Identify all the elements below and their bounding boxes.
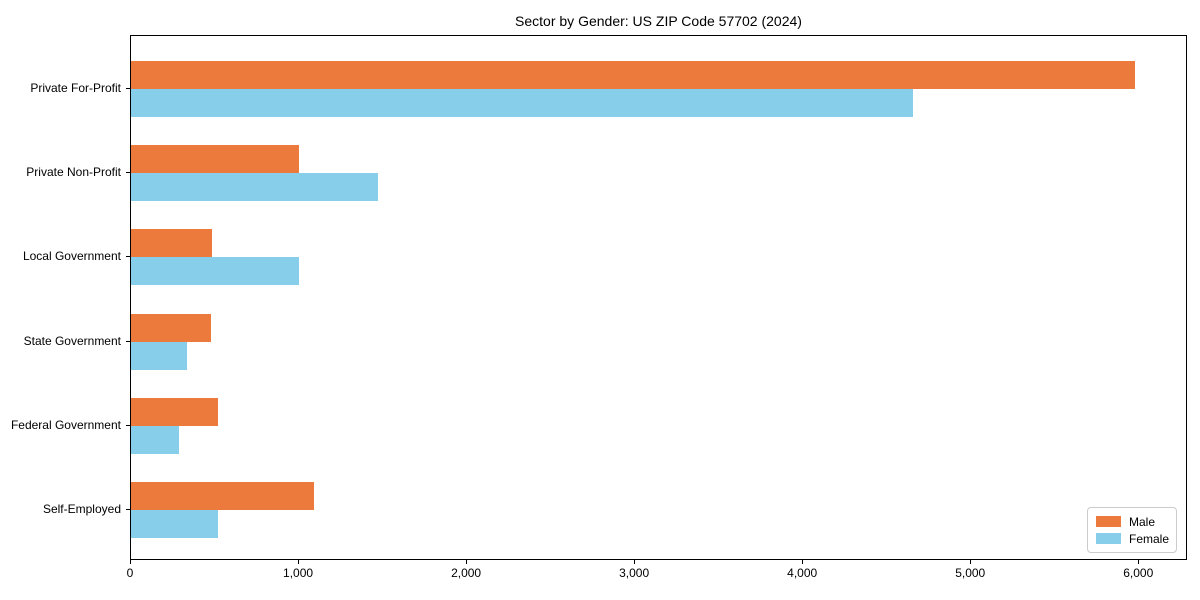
y-axis-tick-mark xyxy=(126,256,130,258)
x-axis-tick-mark xyxy=(298,560,300,564)
x-axis-tick-mark xyxy=(802,560,804,564)
bar-female-0 xyxy=(131,89,914,117)
chart-title: Sector by Gender: US ZIP Code 57702 (202… xyxy=(515,13,802,29)
legend-item-male: Male xyxy=(1096,514,1168,529)
x-axis-tick-mark xyxy=(466,560,468,564)
bar-male-2 xyxy=(131,229,212,258)
bar-female-2 xyxy=(131,257,299,286)
y-axis-tick-mark xyxy=(126,172,130,174)
y-axis-tick-mark xyxy=(126,88,130,89)
bar-male-3 xyxy=(131,313,211,342)
x-axis-tick-label: 3,000 xyxy=(619,566,650,580)
legend-swatch-female xyxy=(1096,533,1121,544)
bar-female-4 xyxy=(131,425,179,454)
bar-female-1 xyxy=(131,173,378,202)
x-axis-tick-mark xyxy=(130,560,131,564)
bar-female-3 xyxy=(131,341,187,370)
legend-swatch-male xyxy=(1096,516,1121,527)
y-axis-tick-label: Local Government xyxy=(22,249,121,264)
bar-male-0 xyxy=(131,61,1136,89)
y-axis-tick-mark xyxy=(126,340,130,342)
y-axis-tick-label: Private For-Profit xyxy=(30,81,121,95)
x-axis-tick-label: 2,000 xyxy=(451,566,482,580)
y-axis-tick-label: State Government xyxy=(23,333,121,348)
legend-item-female: Female xyxy=(1096,531,1170,546)
legend-label: Male xyxy=(1129,514,1156,529)
y-axis-tick-mark xyxy=(126,509,130,510)
legend: Male Female xyxy=(1087,507,1177,553)
x-axis-tick-label: 4,000 xyxy=(787,566,818,580)
x-axis-tick-mark xyxy=(634,560,636,564)
y-axis-tick-label: Private Non-Profit xyxy=(26,165,121,180)
legend-label: Female xyxy=(1129,531,1170,546)
x-axis-tick-mark xyxy=(1138,560,1140,564)
x-axis-tick-label: 5,000 xyxy=(955,566,986,580)
bar-male-1 xyxy=(131,145,299,174)
bar-female-5 xyxy=(131,510,219,538)
x-axis-tick-label: 6,000 xyxy=(1123,566,1154,580)
y-axis-tick-label: Self-Employed xyxy=(42,502,121,516)
plot-area xyxy=(130,35,1187,560)
x-axis-tick-label: 0 xyxy=(126,566,134,580)
x-axis-tick-label: 1,000 xyxy=(283,566,314,580)
y-axis-tick-mark xyxy=(126,424,130,426)
y-axis-tick-label: Federal Government xyxy=(10,417,121,432)
bar-male-4 xyxy=(131,397,219,426)
bar-male-5 xyxy=(131,482,315,510)
x-axis-tick-mark xyxy=(970,560,972,564)
